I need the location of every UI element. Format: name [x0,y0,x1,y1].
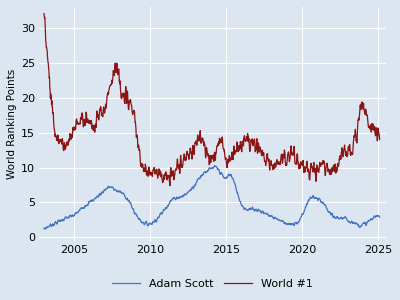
Adam Scott [185,190,190,194]
World #1 [377,138,382,142]
World #1 [100,112,105,116]
World #1 [362,109,367,112]
Adam Scott [43,227,48,231]
Adam Scott [42,227,46,230]
Adam Scott [124,197,129,200]
World #1 [124,101,129,105]
Y-axis label: World Ranking Points: World Ranking Points [7,69,17,179]
Adam Scott [377,215,382,219]
Legend: Adam Scott, World #1: Adam Scott, World #1 [108,274,318,293]
World #1 [293,162,298,166]
World #1 [42,12,46,15]
Adam Scott [362,221,367,225]
World #1 [168,184,172,188]
Adam Scott [293,220,298,224]
World #1 [185,153,190,156]
Line: World #1: World #1 [44,14,380,186]
Line: Adam Scott: Adam Scott [44,166,380,229]
Adam Scott [100,191,105,194]
Adam Scott [52,223,56,227]
World #1 [52,124,56,128]
Adam Scott [212,164,217,167]
